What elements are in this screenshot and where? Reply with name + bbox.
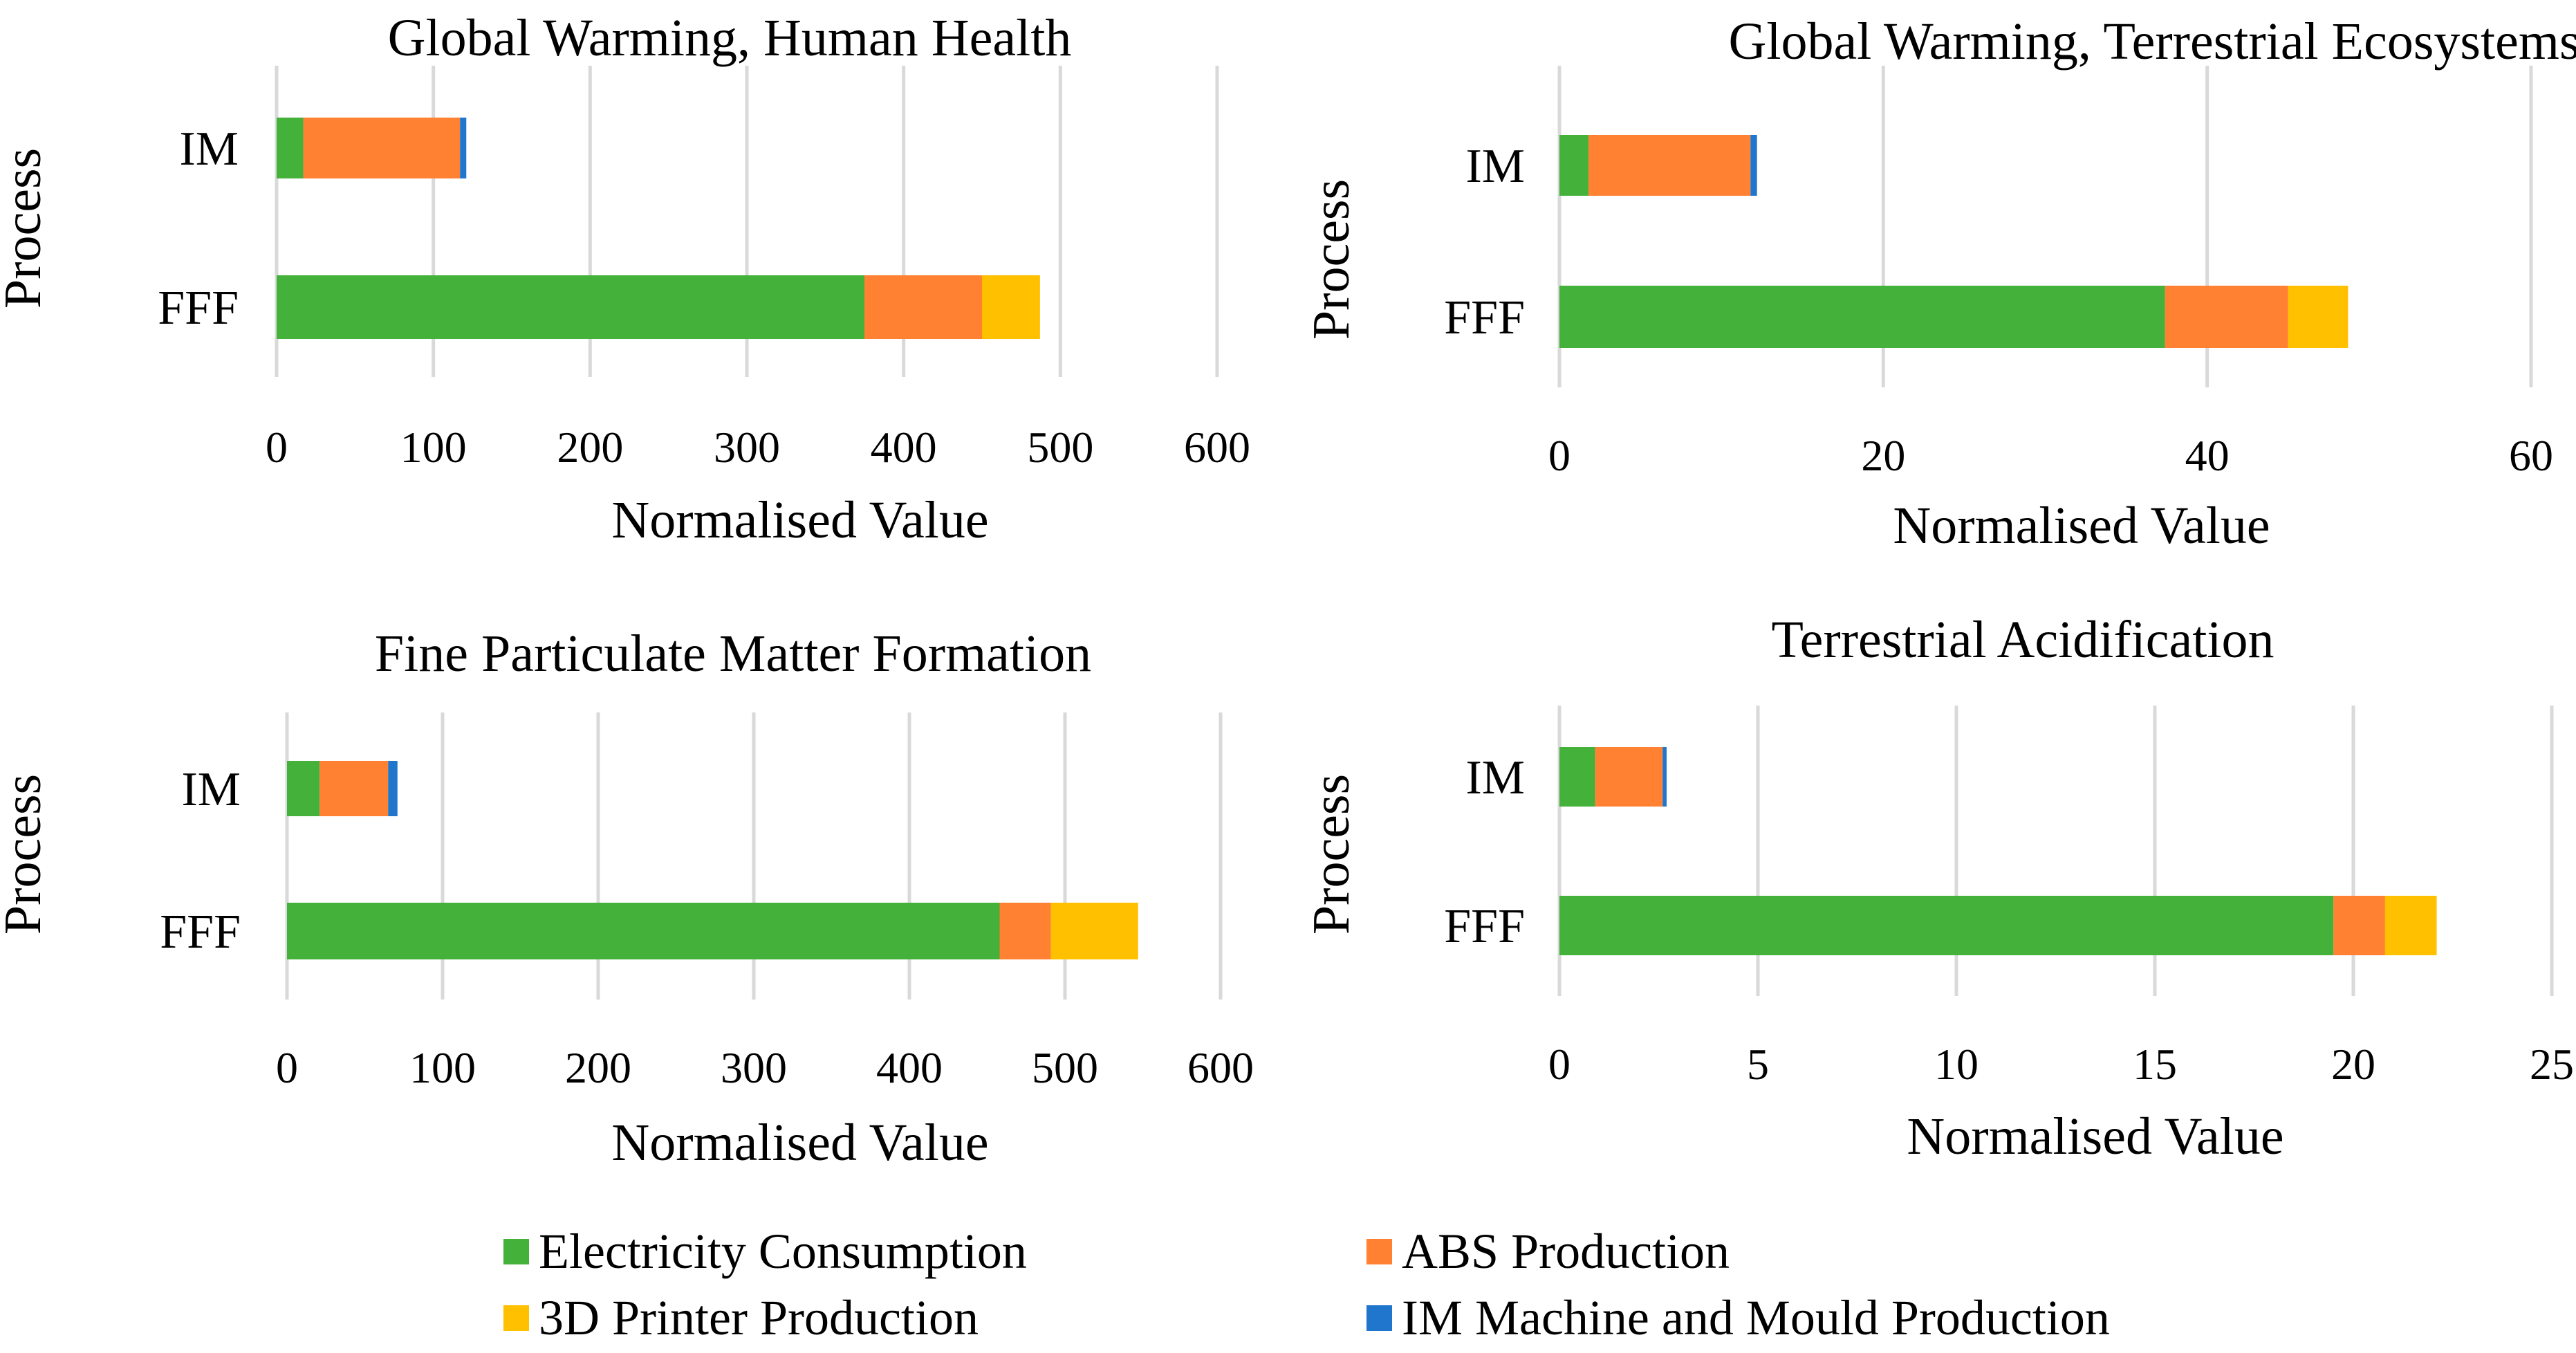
gw-human-health-bar-fff-printer bbox=[982, 275, 1040, 339]
fine-particulate-bar-fff-electricity bbox=[287, 903, 1000, 959]
gw-terrestrial-bar-im-abs bbox=[1588, 135, 1751, 196]
terrestrial-acidification-title: Terrestrial Acidification bbox=[1772, 611, 2274, 669]
gw-human-health-bar-im-abs bbox=[303, 118, 461, 178]
gw-terrestrial-category-label-fff: FFF bbox=[1444, 291, 1525, 344]
gw-human-health-tick-label-5: 500 bbox=[1027, 423, 1093, 472]
gw-terrestrial-bar-im-electricity bbox=[1559, 135, 1589, 196]
gw-terrestrial-tick-label-1: 20 bbox=[1861, 431, 1905, 480]
fine-particulate-category-label-fff: FFF bbox=[160, 905, 241, 959]
fine-particulate-category-label-im: IM bbox=[181, 763, 241, 816]
gw-terrestrial-y-axis-label: Process bbox=[1302, 179, 1360, 340]
fine-particulate-tick-label-1: 100 bbox=[409, 1043, 476, 1092]
fine-particulate-tick-label-2: 200 bbox=[565, 1043, 631, 1092]
gw-human-health-y-axis-label: Process bbox=[0, 148, 52, 309]
fine-particulate-tick-label-4: 400 bbox=[876, 1043, 943, 1092]
fine-particulate-tick-label-6: 600 bbox=[1187, 1043, 1254, 1092]
gw-terrestrial-tick-label-3: 60 bbox=[2509, 431, 2553, 480]
fine-particulate-title: Fine Particulate Matter Formation bbox=[375, 625, 1091, 683]
terrestrial-acidification-tick-label-4: 20 bbox=[2331, 1040, 2375, 1089]
gw-human-health-tick-label-0: 0 bbox=[266, 423, 288, 472]
terrestrial-acidification-category-label-im: IM bbox=[1465, 751, 1525, 804]
gw-human-health-tick-label-6: 600 bbox=[1184, 423, 1250, 472]
fine-particulate-bar-im-electricity bbox=[287, 761, 320, 816]
gw-terrestrial-tick-label-0: 0 bbox=[1548, 431, 1570, 480]
gw-human-health-bar-fff-abs bbox=[864, 275, 982, 339]
terrestrial-acidification-bar-fff-electricity bbox=[1559, 896, 2334, 955]
gw-terrestrial-bar-fff-printer bbox=[2288, 286, 2348, 348]
gw-human-health-tick-label-1: 100 bbox=[400, 423, 467, 472]
gw-terrestrial-bar-fff-electricity bbox=[1559, 286, 2165, 348]
gw-human-health-tick-label-2: 200 bbox=[557, 423, 623, 472]
terrestrial-acidification-bar-im-abs bbox=[1595, 747, 1663, 807]
gw-terrestrial-tick-label-2: 40 bbox=[2185, 431, 2230, 480]
gw-human-health-bar-im-im_machine bbox=[460, 118, 467, 178]
gw-human-health-title: Global Warming, Human Health bbox=[388, 9, 1072, 67]
terrestrial-acidification-bar-im-electricity bbox=[1559, 747, 1595, 807]
gw-human-health-bar-im-electricity bbox=[277, 118, 304, 178]
fine-particulate-bar-im-abs bbox=[319, 761, 389, 816]
terrestrial-acidification-tick-label-3: 15 bbox=[2133, 1040, 2177, 1089]
terrestrial-acidification-x-axis-label: Normalised Value bbox=[1907, 1107, 2283, 1166]
gw-terrestrial-bar-fff-abs bbox=[2165, 286, 2288, 348]
terrestrial-acidification-tick-label-0: 0 bbox=[1548, 1040, 1570, 1089]
terrestrial-acidification-bar-im-im_machine bbox=[1662, 747, 1667, 807]
gw-human-health-tick-label-3: 300 bbox=[714, 423, 780, 472]
terrestrial-acidification-tick-label-5: 25 bbox=[2530, 1040, 2574, 1089]
gw-human-health-x-axis-label: Normalised Value bbox=[611, 491, 988, 549]
terrestrial-acidification-tick-label-2: 10 bbox=[1934, 1040, 1979, 1089]
gw-human-health-tick-label-4: 400 bbox=[871, 423, 937, 472]
fine-particulate-bar-fff-abs bbox=[999, 903, 1051, 959]
terrestrial-acidification-y-axis-label: Process bbox=[1302, 774, 1360, 935]
gw-human-health-category-label-fff: FFF bbox=[158, 282, 239, 335]
gw-terrestrial-category-label-im: IM bbox=[1465, 140, 1525, 193]
fine-particulate-y-axis-label: Process bbox=[0, 774, 52, 935]
gw-terrestrial-title: Global Warming, Terrestrial Ecosystems bbox=[1728, 12, 2576, 71]
terrestrial-acidification-tick-label-1: 5 bbox=[1747, 1040, 1769, 1089]
fine-particulate-tick-label-3: 300 bbox=[721, 1043, 787, 1092]
terrestrial-acidification-bar-fff-abs bbox=[2333, 896, 2385, 955]
gw-human-health-category-label-im: IM bbox=[179, 122, 239, 176]
fine-particulate-x-axis-label: Normalised Value bbox=[611, 1114, 988, 1172]
fine-particulate-tick-label-0: 0 bbox=[276, 1043, 298, 1092]
terrestrial-acidification-bar-fff-printer bbox=[2384, 896, 2437, 955]
gw-terrestrial-x-axis-label: Normalised Value bbox=[1893, 497, 2270, 555]
terrestrial-acidification-category-label-fff: FFF bbox=[1444, 900, 1525, 953]
fine-particulate-bar-im-im_machine bbox=[388, 761, 398, 816]
fine-particulate-tick-label-5: 500 bbox=[1032, 1043, 1098, 1092]
gw-terrestrial-bar-im-im_machine bbox=[1750, 135, 1757, 196]
gw-human-health-bar-fff-electricity bbox=[277, 275, 864, 339]
fine-particulate-bar-fff-printer bbox=[1050, 903, 1138, 959]
